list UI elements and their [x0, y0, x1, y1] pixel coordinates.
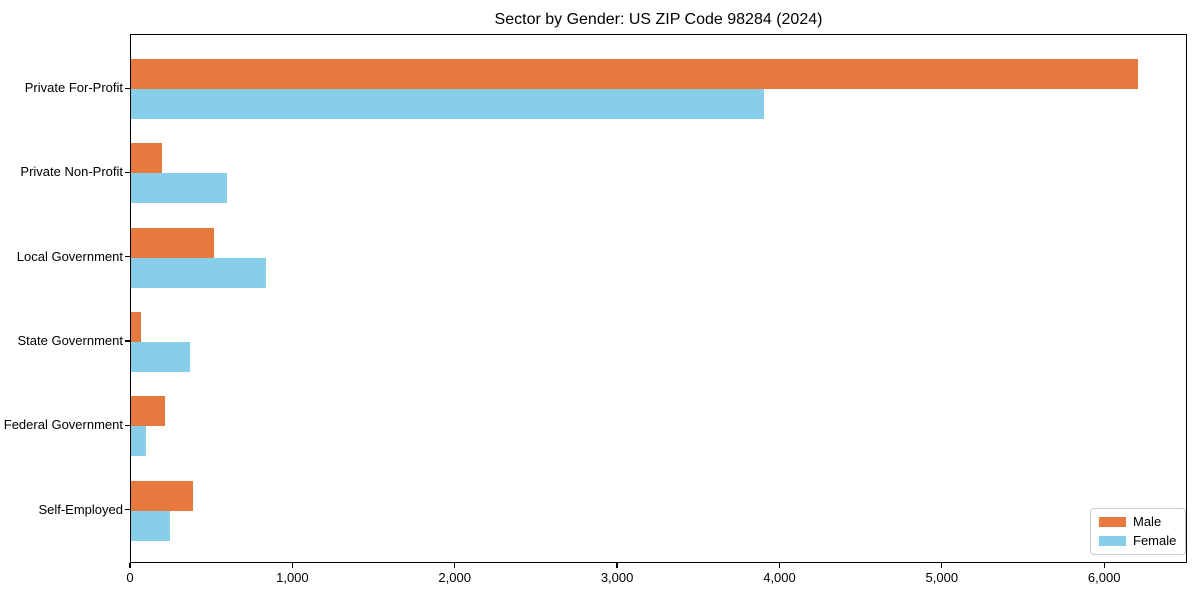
x-tick-mark: [941, 563, 943, 568]
legend: Male Female: [1090, 508, 1187, 555]
legend-label-female: Female: [1133, 533, 1177, 548]
bar-male-federal-government: [131, 396, 166, 427]
y-tick-mark: [125, 171, 130, 174]
bar-female-federal-government: [131, 426, 146, 457]
y-tick-mark: [125, 340, 130, 342]
x-tick-label-5-000: 5,000: [925, 570, 959, 585]
bar-male-state-government: [131, 311, 141, 342]
bar-female-private-non-profit: [131, 173, 227, 204]
chart-title: Sector by Gender: US ZIP Code 98284 (202…: [494, 11, 823, 28]
x-tick-mark: [778, 563, 781, 568]
x-tick-mark: [291, 563, 293, 568]
y-tick-mark: [125, 87, 130, 89]
y-tick-mark: [125, 256, 130, 258]
bar-male-self-employed: [131, 480, 193, 511]
y-tick-label-private-non-profit: Private Non-Profit: [20, 164, 123, 180]
y-tick-label-private-for-profit: Private For-Profit: [24, 80, 123, 95]
x-tick-label-1-000: 1,000: [276, 570, 309, 585]
legend-entry-male: Male: [1099, 515, 1176, 529]
legend-swatch-female-icon: [1099, 536, 1126, 546]
x-tick-label-2-000: 2,000: [438, 570, 471, 585]
legend-entry-female: Female: [1099, 534, 1176, 548]
y-tick-mark: [125, 424, 130, 426]
bar-male-private-for-profit: [131, 59, 1138, 89]
y-tick-label-state-government: State Government: [17, 332, 124, 348]
plot-area: [130, 34, 1187, 563]
x-tick-label-0: 0: [126, 570, 134, 585]
y-tick-label-self-employed: Self-Employed: [38, 501, 123, 517]
bar-female-state-government: [131, 341, 190, 372]
x-tick-mark: [129, 563, 131, 568]
y-tick-label-federal-government: Federal Government: [3, 417, 123, 433]
legend-swatch-male-icon: [1099, 517, 1126, 527]
y-tick-label-local-government: Local Government: [16, 248, 123, 264]
x-tick-label-3-000: 3,000: [600, 570, 634, 585]
bar-male-local-government: [131, 227, 214, 258]
bar-female-private-for-profit: [131, 89, 765, 119]
y-tick-mark: [125, 509, 130, 511]
x-tick-label-4-000: 4,000: [763, 570, 796, 585]
bar-female-self-employed: [131, 510, 170, 541]
x-tick-label-6-000: 6,000: [1087, 570, 1121, 585]
legend-label-male: Male: [1133, 514, 1162, 529]
x-tick-mark: [616, 563, 618, 568]
bar-female-local-government: [131, 257, 266, 288]
bar-male-private-non-profit: [131, 143, 162, 174]
x-tick-mark: [454, 563, 456, 568]
x-tick-mark: [1103, 563, 1105, 568]
